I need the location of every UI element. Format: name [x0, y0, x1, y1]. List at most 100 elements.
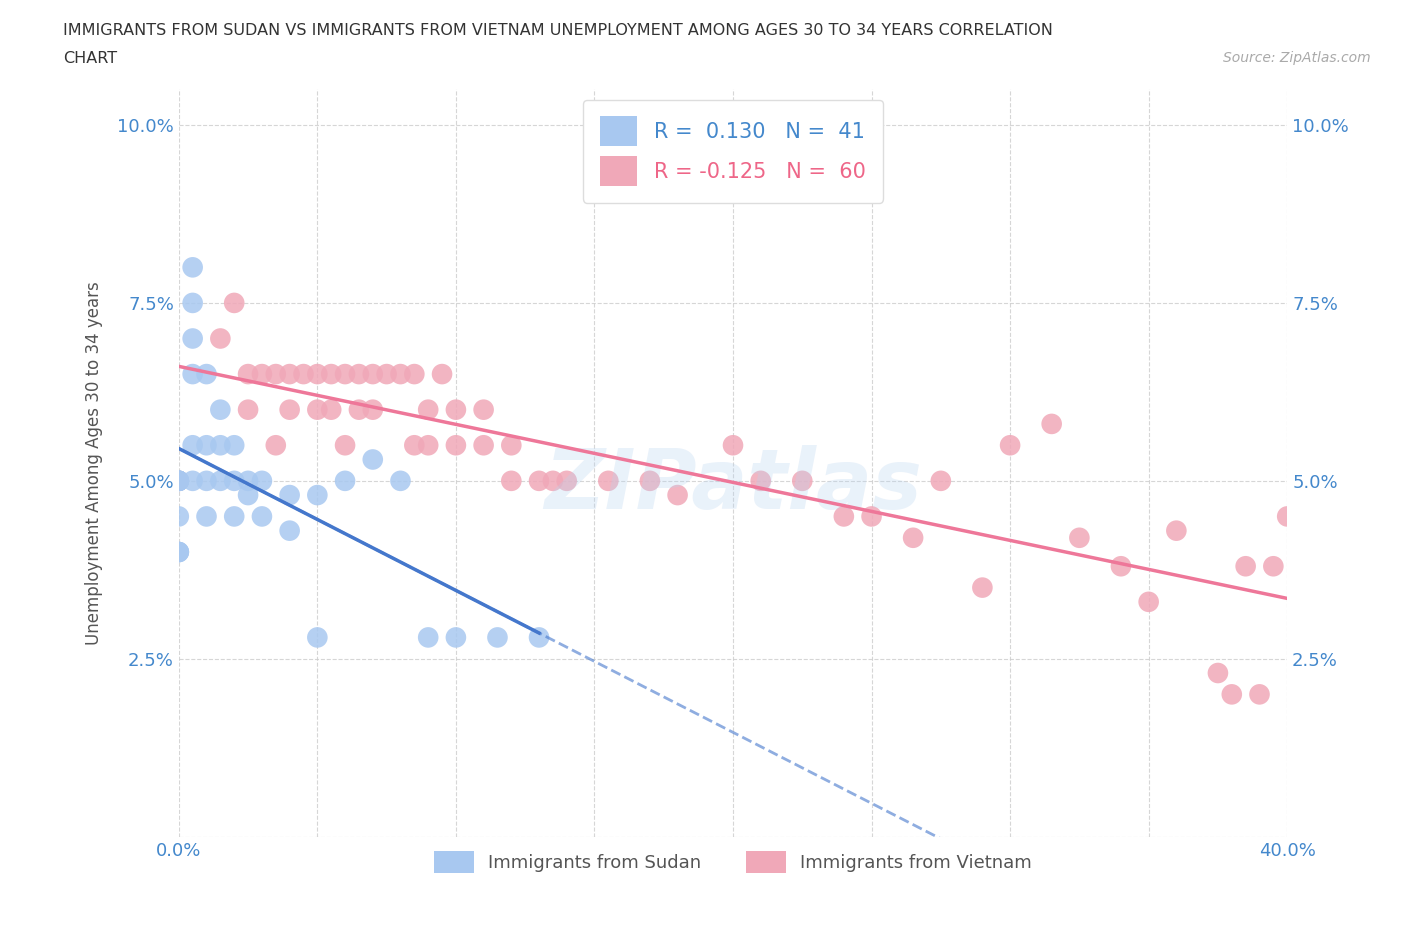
Point	[1137, 594, 1160, 609]
Point	[444, 630, 467, 644]
Point	[361, 366, 384, 381]
Point	[292, 366, 315, 381]
Point	[181, 331, 204, 346]
Point	[1069, 530, 1091, 545]
Point	[404, 366, 426, 381]
Point	[181, 438, 204, 453]
Point	[1277, 509, 1299, 524]
Point	[389, 473, 412, 488]
Point	[375, 366, 398, 381]
Text: CHART: CHART	[63, 51, 117, 66]
Point	[444, 403, 467, 418]
Point	[418, 630, 440, 644]
Point	[418, 438, 440, 453]
Point	[321, 403, 343, 418]
Point	[832, 509, 855, 524]
Point	[224, 473, 246, 488]
Point	[278, 403, 301, 418]
Point	[195, 473, 218, 488]
Point	[250, 366, 273, 381]
Point	[638, 473, 661, 488]
Point	[1166, 524, 1188, 538]
Point	[278, 366, 301, 381]
Point	[167, 473, 190, 488]
Point	[361, 403, 384, 418]
Point	[666, 487, 689, 502]
Point	[1263, 559, 1285, 574]
Point	[307, 487, 329, 502]
Point	[361, 452, 384, 467]
Point	[792, 473, 814, 488]
Point	[1040, 417, 1063, 432]
Point	[472, 403, 495, 418]
Point	[1206, 666, 1229, 681]
Point	[195, 438, 218, 453]
Point	[224, 438, 246, 453]
Point	[527, 630, 550, 644]
Point	[444, 438, 467, 453]
Point	[167, 473, 190, 488]
Point	[167, 545, 190, 560]
Point	[167, 545, 190, 560]
Point	[209, 331, 232, 346]
Point	[209, 403, 232, 418]
Point	[167, 545, 190, 560]
Point	[236, 366, 259, 381]
Point	[347, 403, 370, 418]
Legend: Immigrants from Sudan, Immigrants from Vietnam: Immigrants from Sudan, Immigrants from V…	[426, 844, 1039, 880]
Point	[181, 296, 204, 311]
Text: Source: ZipAtlas.com: Source: ZipAtlas.com	[1223, 51, 1371, 65]
Text: ZIPatlas: ZIPatlas	[544, 445, 922, 526]
Point	[1220, 687, 1243, 702]
Point	[278, 524, 301, 538]
Point	[264, 366, 287, 381]
Point	[264, 438, 287, 453]
Point	[236, 403, 259, 418]
Point	[404, 438, 426, 453]
Point	[598, 473, 620, 488]
Point	[250, 473, 273, 488]
Point	[1109, 559, 1132, 574]
Point	[195, 509, 218, 524]
Point	[721, 438, 744, 453]
Point	[347, 366, 370, 381]
Point	[321, 366, 343, 381]
Point	[527, 473, 550, 488]
Point	[224, 296, 246, 311]
Point	[278, 487, 301, 502]
Point	[1249, 687, 1271, 702]
Point	[167, 473, 190, 488]
Point	[181, 366, 204, 381]
Point	[998, 438, 1021, 453]
Point	[307, 366, 329, 381]
Point	[181, 259, 204, 274]
Point	[1234, 559, 1257, 574]
Point	[501, 438, 523, 453]
Text: IMMIGRANTS FROM SUDAN VS IMMIGRANTS FROM VIETNAM UNEMPLOYMENT AMONG AGES 30 TO 3: IMMIGRANTS FROM SUDAN VS IMMIGRANTS FROM…	[63, 23, 1053, 38]
Point	[901, 530, 924, 545]
Point	[209, 473, 232, 488]
Point	[167, 473, 190, 488]
Point	[209, 438, 232, 453]
Point	[749, 473, 772, 488]
Point	[195, 366, 218, 381]
Point	[972, 580, 994, 595]
Point	[430, 366, 453, 381]
Point	[307, 630, 329, 644]
Point	[333, 473, 356, 488]
Point	[333, 366, 356, 381]
Point	[307, 403, 329, 418]
Y-axis label: Unemployment Among Ages 30 to 34 years: Unemployment Among Ages 30 to 34 years	[86, 281, 103, 644]
Point	[472, 438, 495, 453]
Point	[250, 509, 273, 524]
Point	[389, 366, 412, 381]
Point	[167, 473, 190, 488]
Point	[333, 438, 356, 453]
Point	[418, 403, 440, 418]
Point	[541, 473, 564, 488]
Point	[929, 473, 952, 488]
Point	[236, 473, 259, 488]
Point	[860, 509, 883, 524]
Point	[486, 630, 509, 644]
Point	[236, 487, 259, 502]
